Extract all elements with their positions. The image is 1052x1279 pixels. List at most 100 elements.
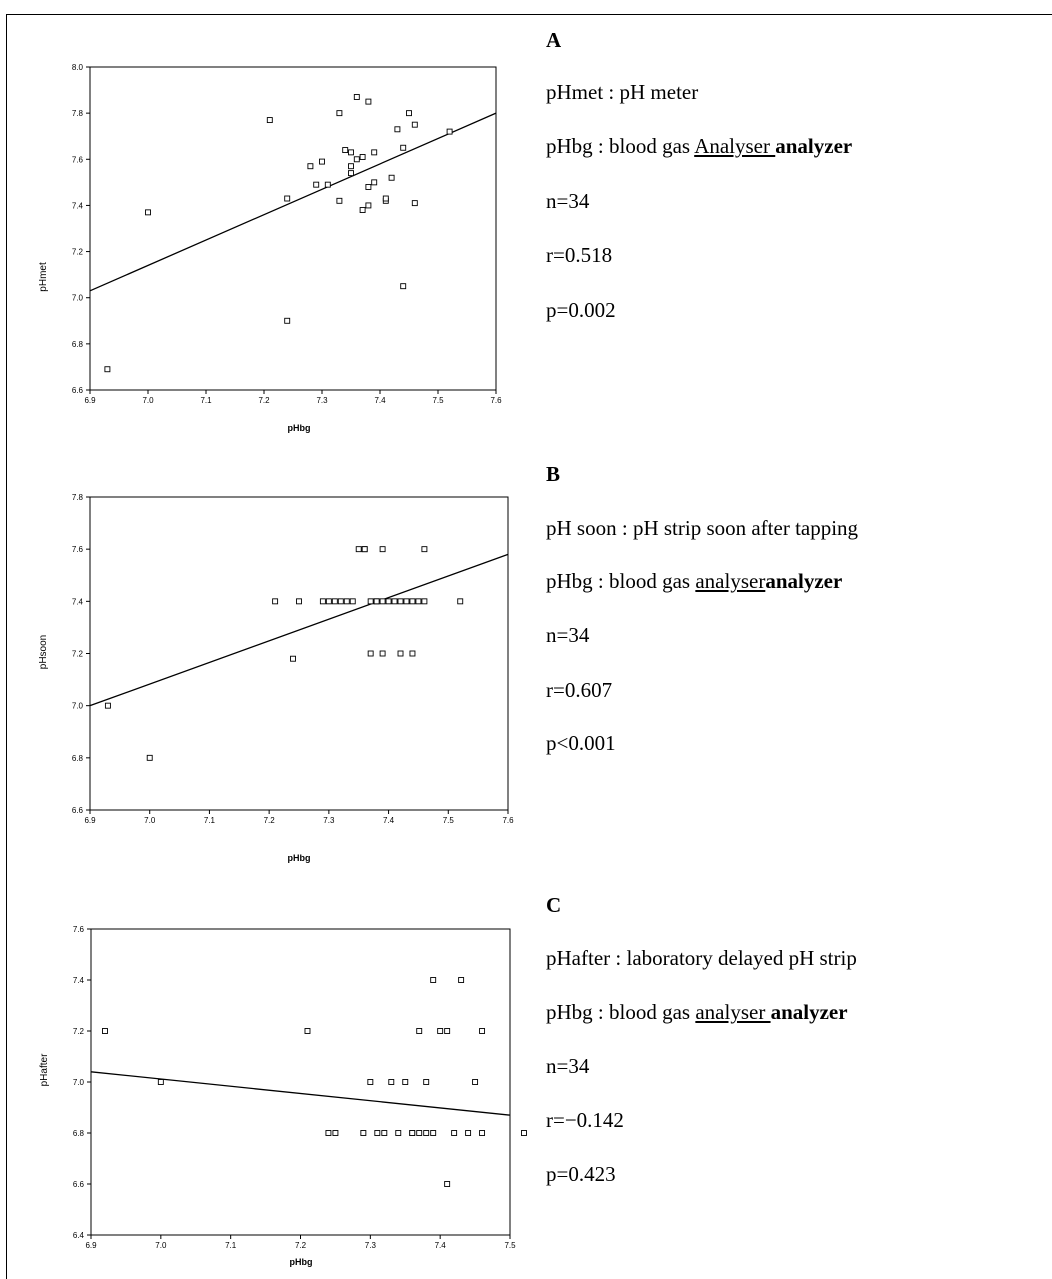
data-point bbox=[437, 1028, 444, 1034]
data-point bbox=[403, 598, 410, 605]
definition: blood gas bbox=[609, 569, 696, 593]
regression-line bbox=[89, 112, 497, 292]
data-point bbox=[104, 366, 111, 373]
y-tick-label: 7.0 bbox=[72, 702, 84, 711]
legend-line: pHafter : laboratory delayed pH strip bbox=[546, 946, 857, 971]
data-point bbox=[397, 650, 404, 657]
separator: : bbox=[592, 1000, 610, 1024]
data-point bbox=[406, 110, 412, 117]
data-point bbox=[342, 147, 349, 154]
data-point bbox=[367, 650, 374, 657]
data-point bbox=[157, 1079, 164, 1085]
sample-size: n=34 bbox=[546, 623, 590, 647]
y-tick-label: 6.8 bbox=[72, 754, 84, 763]
panel-letter: C bbox=[546, 893, 562, 917]
data-point bbox=[379, 546, 386, 553]
data-point bbox=[479, 1028, 486, 1034]
correlation-r: r=−0.142 bbox=[546, 1108, 624, 1132]
data-point bbox=[379, 650, 386, 657]
definition: laboratory delayed pH strip bbox=[626, 946, 857, 970]
x-tick-label: 7.2 bbox=[258, 396, 270, 405]
data-point bbox=[313, 181, 320, 188]
data-point bbox=[411, 121, 418, 128]
data-point bbox=[146, 754, 153, 761]
x-tick-label: 7.5 bbox=[443, 816, 455, 825]
plot-frame bbox=[90, 928, 511, 1236]
data-point bbox=[521, 1130, 527, 1136]
legend-line: pHbg : blood gas analyser analyzer bbox=[546, 1000, 848, 1025]
data-point bbox=[332, 1130, 339, 1136]
data-point bbox=[102, 1028, 108, 1034]
y-tick-label: 7.4 bbox=[73, 976, 85, 985]
separator: : bbox=[592, 134, 610, 158]
x-tick-label: 7.1 bbox=[225, 1241, 237, 1250]
x-tick-label: 7.2 bbox=[264, 816, 276, 825]
abbr: pHbg bbox=[546, 569, 593, 593]
y-tick-label: 6.6 bbox=[73, 1180, 85, 1189]
data-point bbox=[415, 598, 422, 605]
data-point bbox=[367, 1079, 374, 1085]
data-point bbox=[365, 202, 372, 209]
y-tick-label: 7.4 bbox=[72, 201, 84, 210]
y-tick-label: 7.2 bbox=[73, 1027, 85, 1036]
data-point bbox=[365, 184, 372, 190]
x-tick-label: 7.6 bbox=[502, 816, 514, 825]
data-point bbox=[430, 977, 437, 983]
struck-word: analyser bbox=[695, 1000, 771, 1024]
y-tick-label: 7.8 bbox=[72, 109, 84, 118]
data-point bbox=[319, 598, 326, 605]
data-point bbox=[367, 598, 374, 605]
data-point bbox=[325, 1130, 332, 1136]
definition: blood gas bbox=[609, 134, 695, 158]
x-axis-label: pHbg bbox=[290, 1257, 313, 1267]
x-tick-label: 7.3 bbox=[323, 816, 335, 825]
data-point bbox=[409, 650, 416, 657]
x-tick-label: 7.4 bbox=[435, 1241, 447, 1250]
data-point bbox=[385, 598, 392, 605]
data-point bbox=[423, 1079, 430, 1085]
legend-line: pHmet : pH meter bbox=[546, 80, 698, 105]
data-point bbox=[458, 977, 465, 983]
definition: pH meter bbox=[619, 80, 699, 104]
data-point bbox=[355, 546, 362, 553]
definition: pH strip soon after tapping bbox=[632, 516, 859, 540]
data-point bbox=[365, 98, 372, 105]
inserted-word: analyzer bbox=[775, 134, 853, 158]
correlation-r: r=0.607 bbox=[546, 678, 613, 702]
separator: : bbox=[603, 80, 620, 104]
data-point bbox=[400, 283, 407, 290]
data-point bbox=[266, 117, 273, 124]
data-point bbox=[371, 179, 378, 186]
y-tick-label: 6.4 bbox=[73, 1231, 85, 1240]
data-point bbox=[145, 209, 151, 216]
panel-letter: B bbox=[546, 462, 561, 486]
data-point bbox=[446, 128, 453, 135]
data-point bbox=[304, 1028, 311, 1034]
data-point bbox=[284, 317, 291, 324]
data-point bbox=[360, 1130, 367, 1136]
scatter-plot-a: 6.9 7.0 7.1 7.2 7.3 7.4 7.5 7.6 6.6 6.8 7.0 7.2 7.4 7… bbox=[38, 63, 502, 433]
data-point bbox=[388, 1079, 395, 1085]
data-point bbox=[451, 1130, 458, 1136]
x-tick-label: 7.6 bbox=[490, 396, 502, 405]
x-tick-label: 7.5 bbox=[504, 1241, 516, 1250]
y-tick-label: 7.0 bbox=[73, 1078, 85, 1087]
x-tick-label: 7.0 bbox=[142, 396, 154, 405]
regression-line bbox=[90, 1071, 511, 1116]
data-point bbox=[409, 598, 416, 605]
data-point bbox=[411, 200, 418, 207]
data-point bbox=[416, 1130, 423, 1136]
regression-line bbox=[89, 553, 509, 707]
abbr: pH soon bbox=[546, 516, 617, 540]
data-point bbox=[371, 149, 378, 156]
data-point bbox=[374, 1130, 381, 1136]
data-point bbox=[353, 156, 360, 163]
data-point bbox=[337, 598, 344, 605]
data-point bbox=[361, 546, 368, 553]
data-point bbox=[397, 598, 404, 605]
y-tick-label: 6.6 bbox=[72, 806, 84, 815]
data-point bbox=[348, 170, 354, 177]
x-tick-label: 7.0 bbox=[144, 816, 156, 825]
data-point bbox=[272, 598, 279, 605]
struck-word: analyser bbox=[695, 569, 766, 593]
